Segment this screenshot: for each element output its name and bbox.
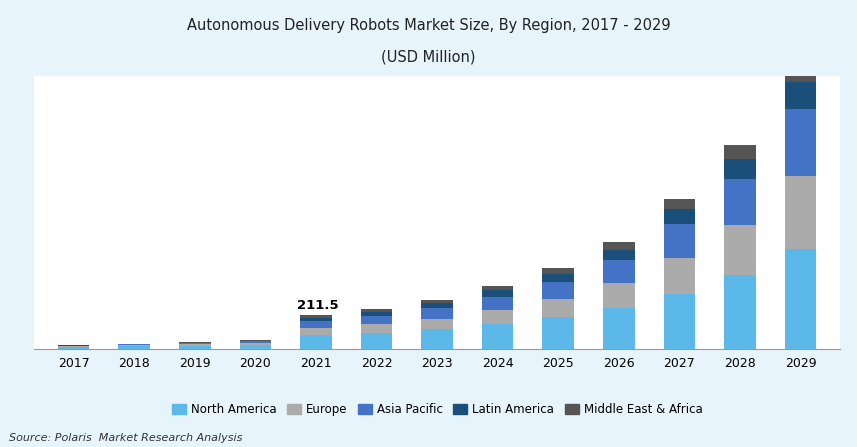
Bar <box>542 268 574 274</box>
Bar <box>785 63 816 82</box>
Bar <box>663 209 695 224</box>
Bar <box>785 109 816 176</box>
Bar <box>300 315 332 317</box>
Bar <box>663 258 695 294</box>
Bar <box>482 296 513 310</box>
Bar <box>603 242 634 250</box>
Text: (USD Million): (USD Million) <box>381 49 476 64</box>
Bar <box>785 176 816 249</box>
Text: Source: Polaris  Market Research Analysis: Source: Polaris Market Research Analysis <box>9 433 242 443</box>
Bar <box>603 308 634 349</box>
Bar <box>482 324 513 349</box>
Bar <box>785 249 816 349</box>
Bar <box>422 299 452 303</box>
Bar <box>361 309 393 312</box>
Bar <box>422 303 452 308</box>
Bar <box>542 299 574 317</box>
Bar <box>663 224 695 258</box>
Bar <box>179 346 211 349</box>
Bar <box>361 333 393 349</box>
Bar <box>663 198 695 209</box>
Bar <box>542 282 574 299</box>
Bar <box>482 286 513 291</box>
Bar <box>179 343 211 344</box>
Bar <box>58 347 89 349</box>
Bar <box>482 291 513 296</box>
Bar <box>724 275 756 349</box>
Bar <box>240 340 271 341</box>
Bar <box>542 274 574 282</box>
Bar <box>361 312 393 316</box>
Bar <box>300 335 332 349</box>
Bar <box>361 324 393 333</box>
Text: 211.5: 211.5 <box>297 299 339 312</box>
Bar <box>240 345 271 349</box>
Bar <box>724 225 756 275</box>
Bar <box>663 294 695 349</box>
Bar <box>724 145 756 160</box>
Bar <box>300 321 332 328</box>
Bar <box>785 82 816 109</box>
Bar <box>422 308 452 319</box>
Bar <box>724 179 756 225</box>
Bar <box>179 344 211 346</box>
Bar <box>58 346 89 347</box>
Bar <box>422 319 452 329</box>
Legend: North America, Europe, Asia Pacific, Latin America, Middle East & Africa: North America, Europe, Asia Pacific, Lat… <box>167 398 707 421</box>
Bar <box>482 310 513 324</box>
Bar <box>118 346 150 349</box>
Bar <box>603 260 634 283</box>
Bar <box>724 160 756 179</box>
Bar <box>542 317 574 349</box>
Bar <box>361 316 393 324</box>
Bar <box>300 317 332 321</box>
Bar <box>118 344 150 345</box>
Bar <box>603 283 634 308</box>
Bar <box>240 341 271 342</box>
Bar <box>118 345 150 346</box>
Bar <box>300 328 332 335</box>
Bar <box>240 342 271 343</box>
Bar <box>603 250 634 260</box>
Bar <box>422 329 452 349</box>
Text: Autonomous Delivery Robots Market Size, By Region, 2017 - 2029: Autonomous Delivery Robots Market Size, … <box>187 18 670 33</box>
Bar <box>240 343 271 345</box>
